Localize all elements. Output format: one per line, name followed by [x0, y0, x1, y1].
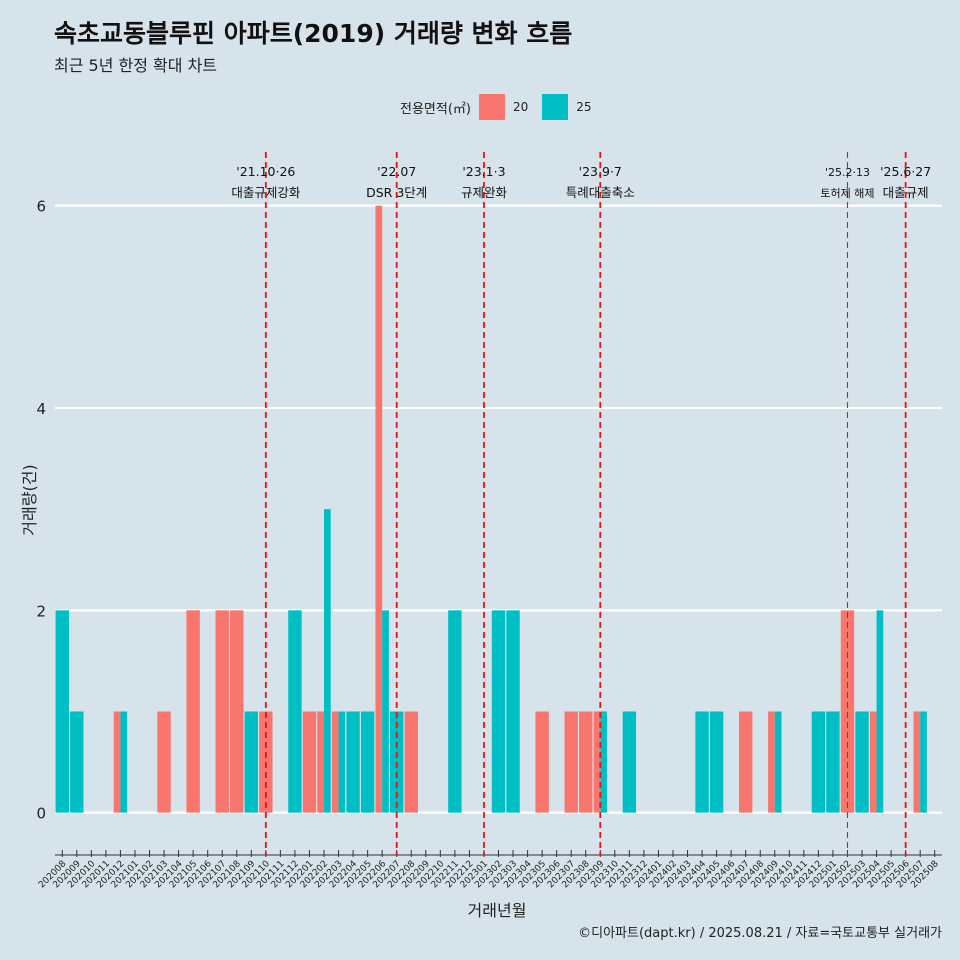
bar-25-202202	[324, 509, 331, 813]
y-tick-label-0: 0	[36, 805, 46, 823]
bar-20-202307	[564, 711, 578, 813]
event-label-202207: DSR 3단계	[366, 185, 427, 200]
bar-20-202504	[869, 711, 877, 813]
bar-25-202303	[506, 610, 520, 813]
bar-25-202309	[600, 711, 607, 813]
event-date-202502: '25.2·13	[825, 166, 870, 179]
source-caption: ©디아파트(dapt.kr) / 2025.08.21 / 자료=국토교통부 실…	[578, 926, 942, 941]
bar-25-202206	[382, 610, 389, 813]
bar-20-202201	[302, 711, 317, 813]
bar-25-202405	[709, 711, 724, 813]
bar-25-202109	[244, 711, 258, 813]
bar-20-202305	[535, 711, 549, 813]
event-label-202506: 대출규제	[883, 185, 929, 200]
legend-item-25: 25	[542, 94, 597, 120]
bar-20-202409	[768, 711, 775, 813]
bar-25-202112	[288, 610, 302, 813]
legend-title: 전용면적(㎡)	[400, 101, 471, 117]
legend-label-20: 20	[512, 100, 529, 114]
event-date-202506: '25.6·27	[880, 164, 931, 179]
chart-subtitle: 최근 5년 한정 확대 차트	[54, 56, 218, 75]
y-tick-label-4: 4	[36, 400, 46, 418]
event-date-202301: '23.1·3	[462, 164, 505, 179]
bar-20-202012	[113, 711, 121, 813]
bar-25-202412	[811, 711, 826, 813]
bar-20-202502	[840, 610, 855, 813]
bar-25-202008	[55, 610, 69, 813]
bar-25-202204	[346, 711, 360, 813]
bar-25-202302	[491, 610, 506, 813]
event-label-202502: 토허제 해제	[820, 186, 874, 200]
event-label-202309: 특례대출축소	[566, 185, 635, 200]
chart-title: 속초교동블루핀 아파트(2019) 거래량 변화 흐름	[54, 19, 573, 48]
bar-20-202407	[739, 711, 753, 813]
bar-25-202009	[70, 711, 84, 813]
event-date-202110: '21.10·26	[236, 164, 295, 179]
event-label-202301: 규제완화	[461, 185, 508, 200]
legend-swatch-25	[542, 94, 569, 120]
bar-20-202202	[317, 711, 325, 813]
bar-25-202311	[622, 711, 637, 813]
bar-25-202205	[360, 711, 375, 813]
legend-label-25: 25	[576, 100, 592, 114]
event-date-202207: '22.07	[377, 164, 416, 179]
bar-20-202206	[375, 205, 383, 813]
x-axis-label: 거래년월	[467, 901, 527, 920]
bar-20-202107	[215, 610, 229, 813]
bar-25-202504	[876, 610, 884, 813]
bar-25-202012	[120, 711, 128, 813]
bar-20-202308	[579, 711, 593, 813]
bar-25-202404	[695, 711, 709, 813]
bar-25-202503	[855, 711, 869, 813]
bar-25-202409	[774, 711, 782, 813]
y-tick-label-2: 2	[36, 602, 46, 620]
bar-25-202203	[338, 711, 346, 813]
event-label-202110: 대출규제강화	[231, 185, 301, 200]
bar-20-202203	[331, 711, 339, 813]
bar-20-202105	[186, 610, 200, 813]
bar-25-202211	[448, 610, 462, 813]
bar-25-202501	[826, 711, 840, 813]
y-tick-label-6: 6	[36, 198, 46, 216]
y-axis-label: 거래량(건)	[20, 464, 39, 536]
legend-item-20: 20	[478, 94, 534, 120]
bar-20-202208	[404, 711, 418, 813]
bar-20-202507	[913, 711, 921, 813]
event-date-202309: '23.9·7	[579, 164, 622, 179]
legend-swatch-20	[478, 94, 505, 120]
bar-20-202108	[230, 610, 244, 813]
bar-20-202103	[157, 711, 171, 813]
bar-20-202309	[593, 711, 601, 813]
legend: 전용면적(㎡) 20 25	[400, 93, 598, 121]
bar-25-202507	[920, 711, 927, 813]
